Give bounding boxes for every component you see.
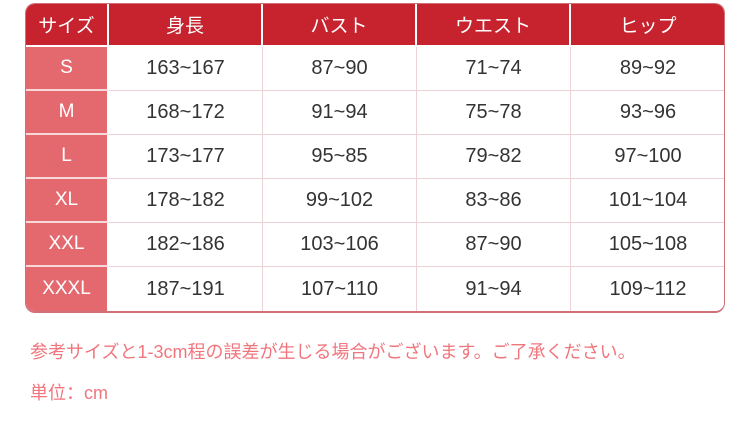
table-row-xxxl: XXXL 187~191 107~110 91~94 109~112 bbox=[26, 267, 724, 311]
header-cell-height: 身長 bbox=[109, 4, 263, 47]
table-cell: 93~96 bbox=[571, 91, 724, 135]
table-cell: 75~78 bbox=[417, 91, 571, 135]
table-cell: 109~112 bbox=[571, 267, 724, 311]
tolerance-note: 参考サイズと1-3cm程の誤差が生じる場合がございます。ご了承ください。 bbox=[30, 342, 636, 362]
table-cell: 79~82 bbox=[417, 135, 571, 179]
table-cell: 91~94 bbox=[263, 91, 417, 135]
size-chart-table: サイズ 身長 バスト ウエスト ヒップ S 163~167 87~90 71~7… bbox=[26, 4, 724, 311]
table-cell: 187~191 bbox=[109, 267, 263, 311]
table-cell: 173~177 bbox=[109, 135, 263, 179]
table-cell: 71~74 bbox=[417, 47, 571, 91]
table-row-xl: XL 178~182 99~102 83~86 101~104 bbox=[26, 179, 724, 223]
table-cell: 107~110 bbox=[263, 267, 417, 311]
table-cell: 89~92 bbox=[571, 47, 724, 91]
header-cell-bust: バスト bbox=[263, 4, 417, 47]
size-label-xxxl: XXXL bbox=[26, 267, 109, 311]
table-cell: 182~186 bbox=[109, 223, 263, 267]
table-cell: 101~104 bbox=[571, 179, 724, 223]
table-cell: 163~167 bbox=[109, 47, 263, 91]
table-cell: 99~102 bbox=[263, 179, 417, 223]
header-cell-size: サイズ bbox=[26, 4, 109, 47]
table-cell: 87~90 bbox=[417, 223, 571, 267]
table-row-m: M 168~172 91~94 75~78 93~96 bbox=[26, 91, 724, 135]
header-row: サイズ 身長 バスト ウエスト ヒップ bbox=[26, 4, 724, 47]
header-cell-hip: ヒップ bbox=[571, 4, 724, 47]
table-cell: 178~182 bbox=[109, 179, 263, 223]
table-cell: 91~94 bbox=[417, 267, 571, 311]
table-cell: 83~86 bbox=[417, 179, 571, 223]
footnotes: 参考サイズと1-3cm程の誤差が生じる場合がございます。ご了承ください。 単位：… bbox=[30, 338, 636, 420]
table-cell: 168~172 bbox=[109, 91, 263, 135]
table-row-l: L 173~177 95~85 79~82 97~100 bbox=[26, 135, 724, 179]
table-cell: 95~85 bbox=[263, 135, 417, 179]
unit-note: 単位：cm bbox=[30, 383, 108, 403]
table-cell: 103~106 bbox=[263, 223, 417, 267]
size-label-xxl: XXL bbox=[26, 223, 109, 267]
header-cell-waist: ウエスト bbox=[417, 4, 571, 47]
table-cell: 97~100 bbox=[571, 135, 724, 179]
size-label-l: L bbox=[26, 135, 109, 179]
table-cell: 87~90 bbox=[263, 47, 417, 91]
table-row-xxl: XXL 182~186 103~106 87~90 105~108 bbox=[26, 223, 724, 267]
size-label-m: M bbox=[26, 91, 109, 135]
size-label-s: S bbox=[26, 47, 109, 91]
size-label-xl: XL bbox=[26, 179, 109, 223]
size-chart-table-container: サイズ 身長 バスト ウエスト ヒップ S 163~167 87~90 71~7… bbox=[25, 3, 725, 313]
table-row-s: S 163~167 87~90 71~74 89~92 bbox=[26, 47, 724, 91]
table-cell: 105~108 bbox=[571, 223, 724, 267]
